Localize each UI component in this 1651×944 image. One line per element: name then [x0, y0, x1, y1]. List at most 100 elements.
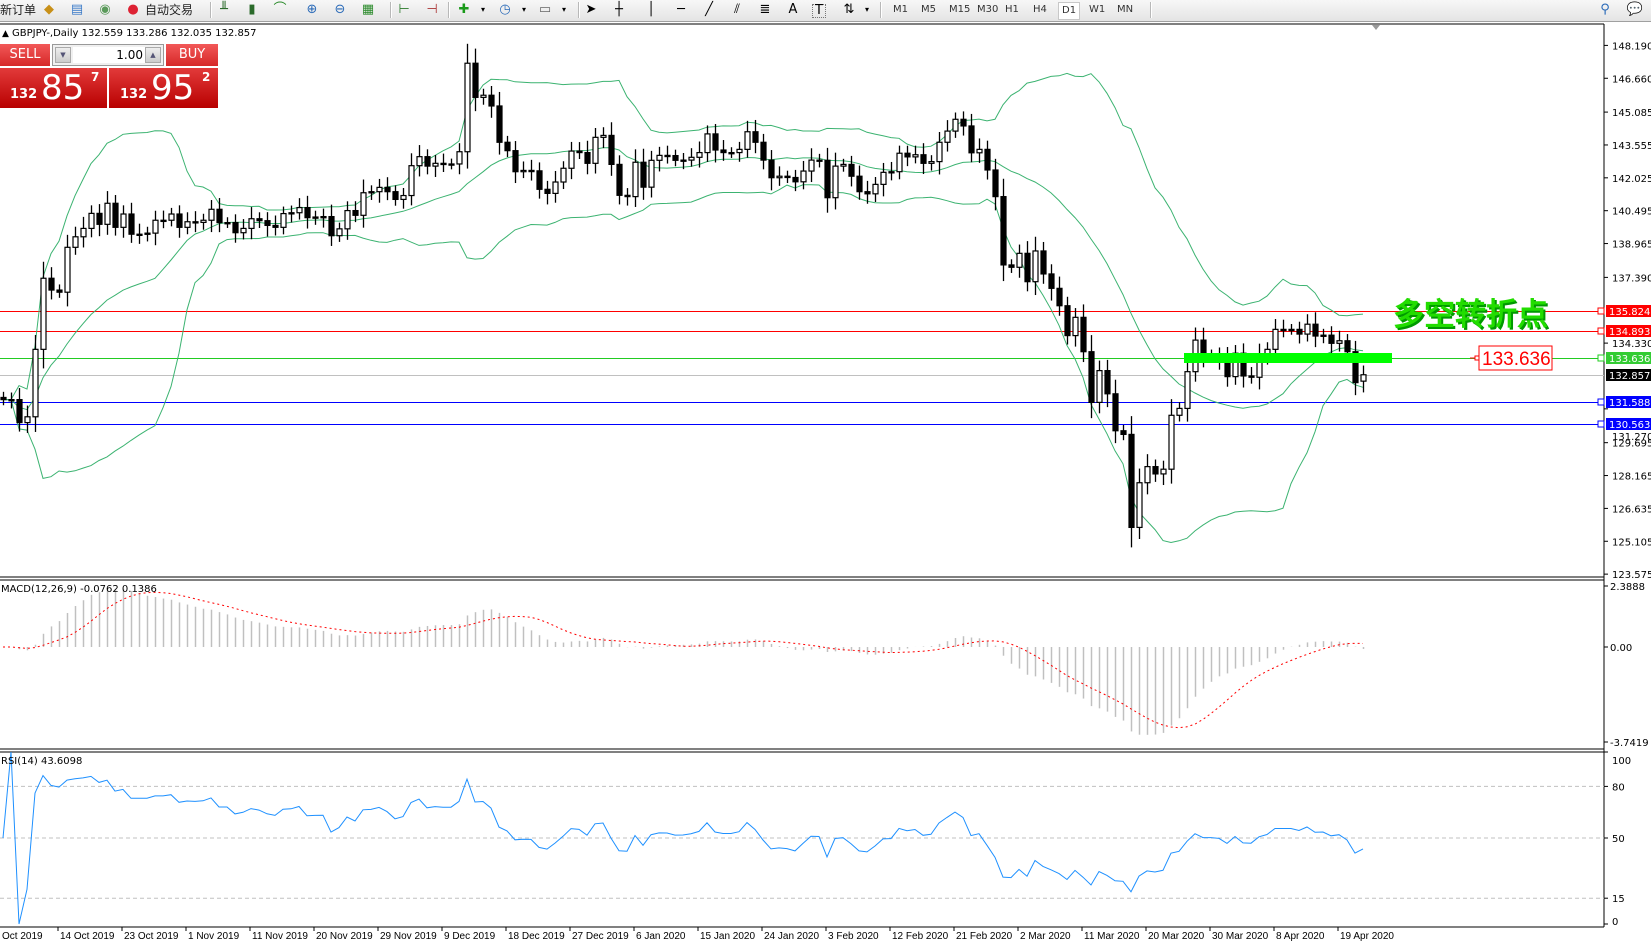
fibonacci-icon[interactable]: ≣	[759, 2, 771, 17]
bearish-candle[interactable]	[1104, 370, 1111, 395]
indicators-dropdown-icon[interactable]: ▾	[480, 5, 485, 14]
bearish-candle[interactable]	[544, 188, 551, 194]
bearish-candle[interactable]	[1080, 316, 1087, 353]
bullish-candle[interactable]	[688, 156, 695, 161]
bullish-candle[interactable]	[376, 186, 383, 193]
bearish-candle[interactable]	[1296, 328, 1303, 335]
tile-windows-icon[interactable]: ▦	[361, 2, 375, 17]
bearish-candle[interactable]	[816, 159, 823, 162]
bullish-candle[interactable]	[224, 222, 231, 225]
periods-dropdown-icon[interactable]: ▾	[521, 5, 526, 14]
chart-shift-marker[interactable]	[1372, 25, 1380, 30]
bearish-candle[interactable]	[1040, 250, 1047, 275]
bullish-candle[interactable]	[312, 216, 319, 219]
bullish-candle[interactable]	[432, 162, 439, 167]
bearish-candle[interactable]	[1328, 334, 1335, 344]
text-label-tool-icon[interactable]: T	[812, 4, 826, 18]
bearish-candle[interactable]	[824, 159, 831, 199]
bearish-candle[interactable]	[0, 396, 7, 401]
bullish-candle[interactable]	[736, 148, 743, 154]
timeframe-m1[interactable]: M1	[893, 4, 908, 15]
bullish-candle[interactable]	[200, 219, 207, 223]
bearish-candle[interactable]	[576, 150, 583, 154]
bullish-candle[interactable]	[1016, 252, 1023, 268]
chart-shift-icon[interactable]: ⊣	[426, 2, 438, 17]
bullish-candle[interactable]	[1280, 328, 1287, 332]
bullish-candle[interactable]	[72, 236, 79, 248]
chat-icon[interactable]: 💬	[1626, 2, 1644, 17]
lot-size-input[interactable]	[73, 47, 145, 63]
bearish-candle[interactable]	[664, 154, 671, 158]
bearish-candle[interactable]	[112, 202, 119, 228]
timeframe-m30[interactable]: M30	[977, 4, 999, 15]
bullish-candle[interactable]	[120, 213, 127, 228]
bullish-candle[interactable]	[144, 232, 151, 235]
bearish-candle[interactable]	[256, 218, 263, 222]
bullish-candle[interactable]	[160, 219, 167, 223]
timeframe-d1[interactable]: D1	[1058, 2, 1081, 20]
price-level-handle[interactable]	[1597, 307, 1605, 315]
signals-icon[interactable]: ◉	[99, 2, 111, 17]
bullish-candle[interactable]	[1136, 482, 1143, 529]
bullish-candle[interactable]	[448, 163, 455, 166]
bearish-candle[interactable]	[472, 62, 479, 98]
bullish-candle[interactable]	[1304, 323, 1311, 335]
bullish-candle[interactable]	[1160, 468, 1167, 475]
bullish-candle[interactable]	[416, 156, 423, 167]
bullish-candle[interactable]	[808, 159, 815, 172]
price-level-handle[interactable]	[1597, 354, 1605, 362]
periods-icon[interactable]: ◷	[499, 2, 511, 17]
bullish-candle[interactable]	[8, 399, 15, 402]
bearish-candle[interactable]	[1344, 340, 1351, 353]
chart-collapse-arrow-icon[interactable]: ▲	[2, 29, 9, 39]
annotation-text[interactable]: 多空转折点	[1393, 297, 1548, 333]
vertical-line-icon[interactable]: │	[647, 2, 655, 17]
templates-icon[interactable]: ▭	[538, 2, 552, 17]
bearish-candle[interactable]	[384, 186, 391, 193]
bullish-candle[interactable]	[680, 159, 687, 162]
bullish-candle[interactable]	[360, 192, 367, 216]
zoom-in-icon[interactable]: ⊕	[306, 2, 318, 17]
bearish-candle[interactable]	[1352, 351, 1359, 384]
bearish-candle[interactable]	[848, 163, 855, 177]
bullish-candle[interactable]	[480, 94, 487, 98]
bullish-candle[interactable]	[520, 169, 527, 173]
bullish-candle[interactable]	[320, 215, 327, 219]
buy-button[interactable]: BUY	[166, 44, 218, 66]
bullish-candle[interactable]	[552, 181, 559, 194]
bearish-candle[interactable]	[128, 213, 135, 235]
bearish-candle[interactable]	[992, 169, 999, 198]
bullish-candle[interactable]	[296, 206, 303, 214]
bearish-candle[interactable]	[488, 94, 495, 107]
sell-price-button[interactable]: 132 85 7	[0, 68, 107, 108]
bar-chart-icon[interactable]: ╨	[220, 2, 228, 17]
bullish-candle[interactable]	[840, 163, 847, 167]
bullish-candle[interactable]	[1184, 371, 1191, 410]
bullish-candle[interactable]	[1144, 466, 1151, 484]
bullish-candle[interactable]	[944, 130, 951, 143]
bullish-candle[interactable]	[24, 416, 31, 424]
bullish-candle[interactable]	[368, 191, 375, 194]
bullish-candle[interactable]	[568, 150, 575, 169]
bullish-candle[interactable]	[632, 161, 639, 198]
market-watch-icon[interactable]: ◆	[44, 2, 54, 17]
bearish-candle[interactable]	[768, 159, 775, 179]
bearish-candle[interactable]	[720, 149, 727, 154]
bullish-candle[interactable]	[248, 218, 255, 230]
lot-decrease-button[interactable]: ▼	[55, 47, 71, 63]
bullish-candle[interactable]	[976, 148, 983, 154]
bullish-candle[interactable]	[1096, 370, 1103, 403]
cursor-icon[interactable]: ➤	[585, 2, 597, 17]
bearish-candle[interactable]	[640, 161, 647, 188]
bullish-candle[interactable]	[560, 167, 567, 183]
bearish-candle[interactable]	[784, 175, 791, 179]
bearish-candle[interactable]	[1128, 433, 1135, 529]
bearish-candle[interactable]	[672, 154, 679, 161]
bearish-candle[interactable]	[232, 222, 239, 234]
bearish-candle[interactable]	[864, 191, 871, 195]
arrows-dropdown-icon[interactable]: ▾	[864, 5, 869, 14]
bullish-candle[interactable]	[456, 151, 463, 165]
bullish-candle[interactable]	[1288, 328, 1295, 332]
bearish-candle[interactable]	[1024, 252, 1031, 283]
bearish-candle[interactable]	[624, 194, 631, 198]
